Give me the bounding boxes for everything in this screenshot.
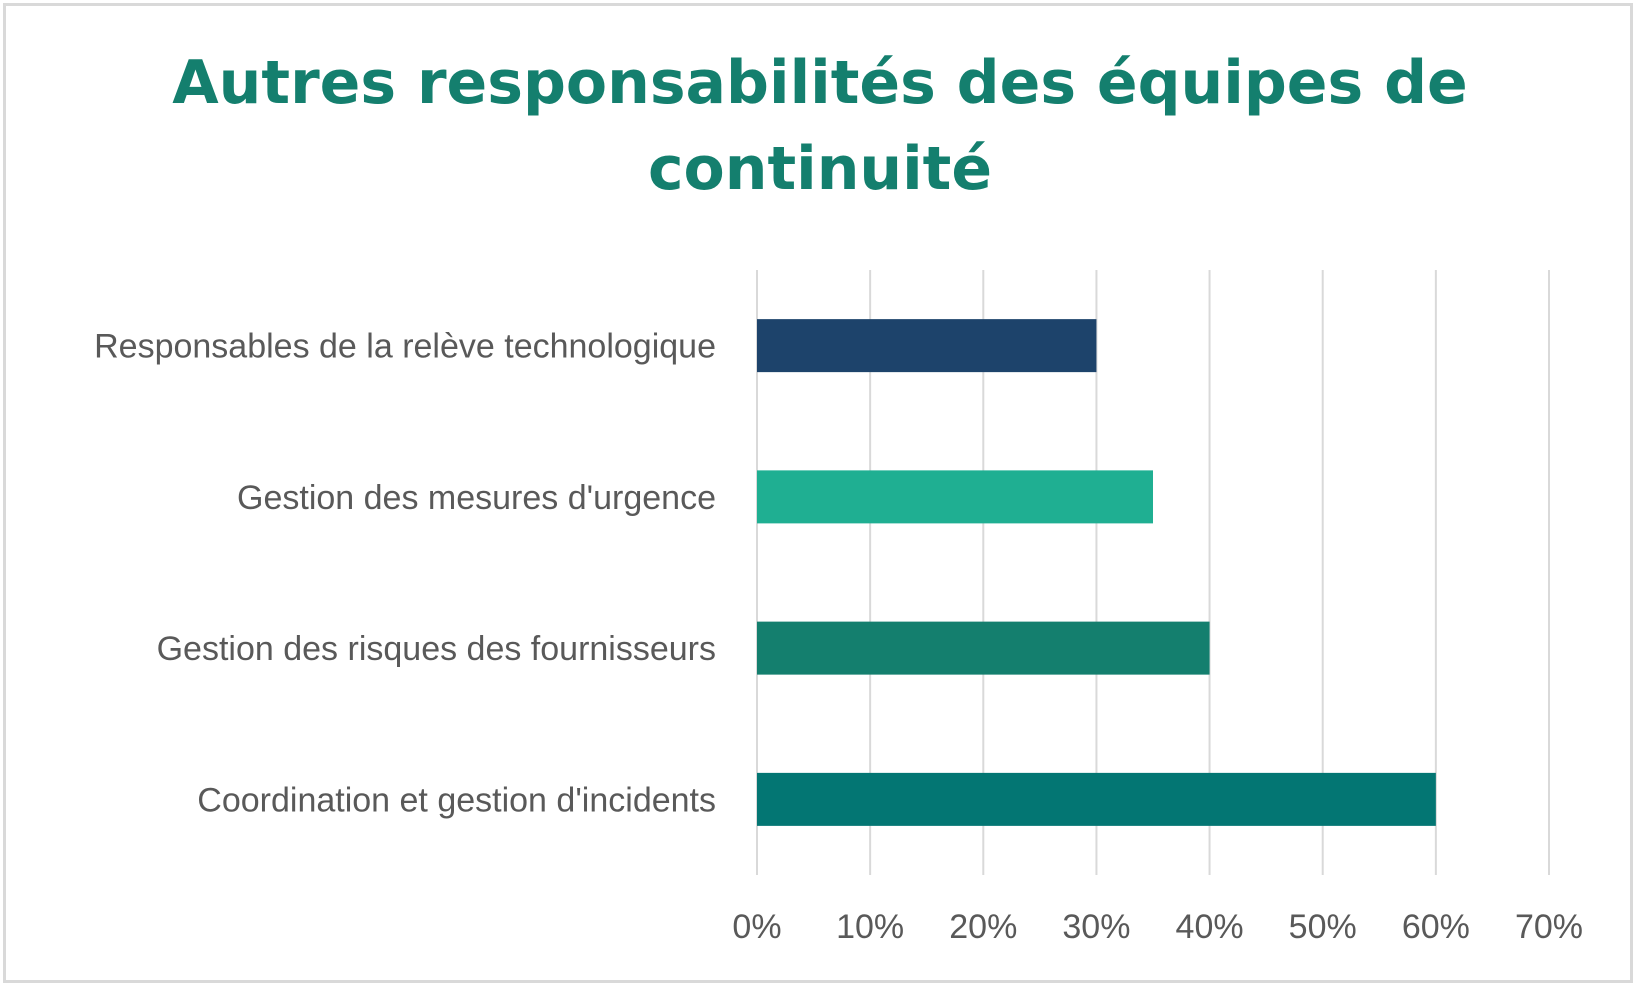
x-tick-label: 50% xyxy=(1289,908,1357,946)
x-tick-label: 30% xyxy=(1062,908,1130,946)
bar xyxy=(757,470,1153,524)
category-label: Coordination et gestion d'incidents xyxy=(197,781,716,819)
bar xyxy=(757,621,1210,675)
bars xyxy=(757,319,1436,826)
category-label: Gestion des mesures d'urgence xyxy=(237,479,716,517)
category-label: Responsables de la relève technologique xyxy=(94,328,716,366)
x-tick-label: 0% xyxy=(732,908,781,946)
category-labels: Responsables de la relève technologique G… xyxy=(94,328,716,820)
chart-title: Autres responsabilités des équipes de co… xyxy=(172,48,1468,204)
bar xyxy=(757,772,1436,826)
category-label: Gestion des risques des fournisseurs xyxy=(157,630,716,668)
x-tick-label: 40% xyxy=(1176,908,1244,946)
x-tick-label: 20% xyxy=(949,908,1017,946)
bar xyxy=(757,319,1097,373)
x-axis-tick-labels: 0% 10% 20% 30% 40% 50% 60% 70% xyxy=(732,908,1583,946)
x-tick-label: 70% xyxy=(1515,908,1583,946)
x-tick-label: 10% xyxy=(836,908,904,946)
x-tick-label: 60% xyxy=(1402,908,1470,946)
